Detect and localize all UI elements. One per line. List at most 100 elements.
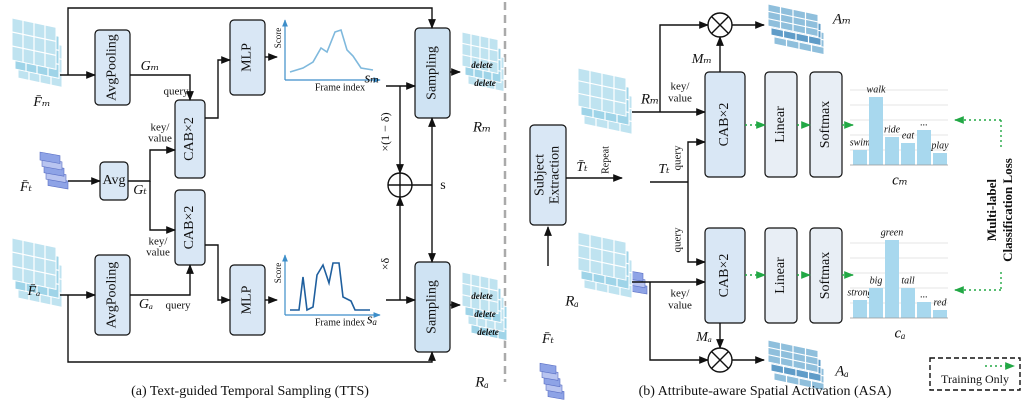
- label: Gₜ: [133, 183, 147, 198]
- frame: [461, 271, 499, 315]
- arrow: [205, 56, 231, 119]
- label: ×δ: [378, 257, 392, 270]
- label: Frame index: [315, 317, 365, 328]
- block-label: AvgPooling: [105, 34, 120, 101]
- label: T̄ₜ: [576, 160, 588, 175]
- block: [94, 29, 131, 106]
- label: Rₐ: [564, 293, 579, 309]
- label: play: [930, 140, 949, 151]
- label: F̄ₜ: [541, 332, 555, 347]
- legend-box: [929, 357, 1021, 391]
- frame: [577, 67, 627, 117]
- frame-grid: [768, 10, 818, 23]
- operator-stroke: [711, 351, 729, 369]
- label: sₐ: [367, 311, 377, 327]
- label: key/: [671, 288, 691, 300]
- label: big: [870, 275, 883, 286]
- block-label: Sampling: [425, 280, 440, 334]
- label: cₐ: [894, 325, 905, 341]
- arrow: [130, 74, 194, 101]
- score-curve: [290, 262, 370, 312]
- arrow: [130, 264, 194, 296]
- label: delete: [471, 60, 493, 70]
- label: F̄ₐ: [27, 284, 41, 299]
- label: strong: [847, 287, 872, 298]
- block-label: CAB×2: [717, 254, 732, 298]
- label: Rₘ: [640, 91, 659, 107]
- score-curve: [289, 28, 374, 73]
- frame-grid: [462, 282, 498, 292]
- frame-grid: [578, 92, 626, 105]
- arrow: [205, 244, 231, 304]
- arrow: [67, 7, 436, 75]
- label: green: [881, 227, 903, 238]
- bar: [933, 310, 947, 318]
- label: red: [934, 297, 948, 308]
- block-label: CAB×2: [182, 206, 197, 250]
- label: value: [668, 93, 692, 105]
- block-label: MLP: [240, 285, 255, 314]
- frame: [11, 237, 57, 290]
- label: ...: [920, 117, 928, 128]
- label: delete: [474, 309, 496, 319]
- frame-grid: [768, 354, 818, 366]
- bar: [885, 240, 899, 318]
- label: ...: [920, 289, 928, 300]
- frame-grid: [774, 36, 824, 48]
- arrow: [649, 282, 709, 364]
- label: query: [163, 86, 189, 98]
- frame-grid: [768, 346, 818, 359]
- label: Classification Loss: [1000, 158, 1015, 262]
- block-label: Linear: [773, 257, 788, 294]
- block-label: CAB×2: [182, 117, 197, 161]
- label: Tₜ: [658, 162, 670, 177]
- bar: [869, 288, 883, 318]
- arrow: [67, 295, 436, 363]
- bar: [917, 302, 931, 318]
- label: tall: [901, 275, 915, 286]
- block: [529, 124, 567, 226]
- arrow: [687, 138, 706, 182]
- label: walk: [867, 84, 886, 95]
- label: value: [148, 133, 172, 145]
- frame: [767, 3, 819, 38]
- label: eat: [902, 130, 914, 141]
- label: Frame index: [315, 82, 365, 93]
- label: delete: [477, 327, 499, 337]
- block-label: Sampling: [425, 46, 440, 100]
- label: key/: [151, 122, 171, 134]
- frame-grid: [12, 251, 56, 262]
- frame-grid: [771, 27, 821, 39]
- arrow: [659, 21, 709, 112]
- bar: [853, 150, 867, 165]
- label: swim: [850, 137, 871, 148]
- label: ×(1 − δ): [378, 112, 392, 151]
- label: key/: [149, 236, 169, 248]
- label: sₘ: [364, 70, 379, 86]
- bar: [901, 143, 915, 165]
- label: F̄ₘ: [32, 95, 50, 110]
- block-label: CAB×2: [717, 103, 732, 147]
- label: delete: [474, 78, 496, 88]
- frame-grid: [774, 372, 824, 384]
- label: Rₘ: [472, 119, 491, 135]
- block-label: Softmax: [818, 252, 833, 299]
- frame-grid: [462, 294, 498, 303]
- frame-grid: [771, 363, 821, 375]
- label: Gₘ: [141, 59, 160, 74]
- block-label: Softmax: [818, 101, 833, 148]
- frame-grid: [768, 18, 818, 30]
- frame: [767, 339, 819, 374]
- bar: [853, 300, 867, 318]
- label: Multi-label: [984, 179, 999, 241]
- frame-grid: [462, 42, 498, 52]
- label: query: [165, 300, 191, 312]
- label: cₘ: [892, 172, 908, 188]
- label: ride: [884, 124, 901, 135]
- label: value: [668, 300, 692, 312]
- frame-grid: [578, 256, 626, 269]
- block-label: Linear: [773, 106, 788, 143]
- label: Aₐ: [834, 363, 849, 379]
- label: Avg: [102, 173, 125, 188]
